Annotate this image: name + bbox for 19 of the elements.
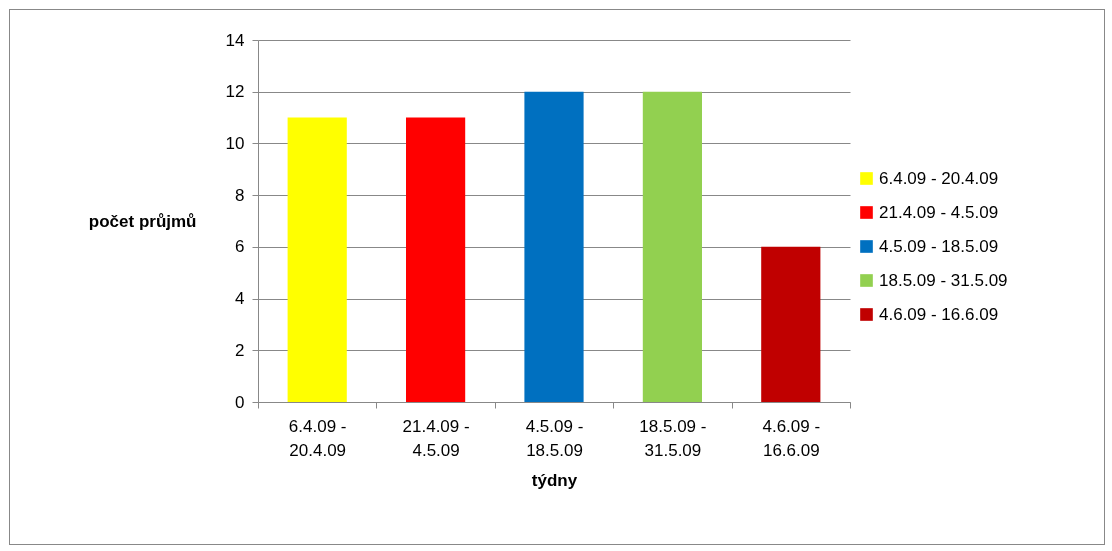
x-tick-label: 4.6.09 - 16.6.09 xyxy=(762,416,821,460)
y-axis-title: počet průjmů xyxy=(88,211,197,231)
y-tick-label: 10 xyxy=(225,133,245,153)
legend-label: 4.5.09 - 18.5.09 xyxy=(879,236,999,256)
x-tick-label: 21.4.09 - 4.5.09 xyxy=(402,416,470,460)
x-tick-label: 18.5.09 - 31.5.09 xyxy=(639,416,707,460)
y-tick-label: 12 xyxy=(225,82,245,102)
legend-label: 21.4.09 - 4.5.09 xyxy=(879,202,999,222)
legend-label: 4.6.09 - 16.6.09 xyxy=(879,304,999,324)
x-tick-label: 6.4.09 - 20.4.09 xyxy=(288,416,347,460)
y-tick-label: 0 xyxy=(235,392,245,412)
y-tick-label: 8 xyxy=(235,185,245,205)
y-tick-label: 4 xyxy=(235,289,245,309)
y-tick-label: 14 xyxy=(225,30,245,50)
legend-label: 18.5.09 - 31.5.09 xyxy=(879,270,1008,290)
y-tick-label: 6 xyxy=(235,237,245,257)
x-axis-title: týdny xyxy=(531,470,578,490)
y-tick-label: 2 xyxy=(235,340,245,360)
legend-label: 6.4.09 - 20.4.09 xyxy=(879,168,999,188)
